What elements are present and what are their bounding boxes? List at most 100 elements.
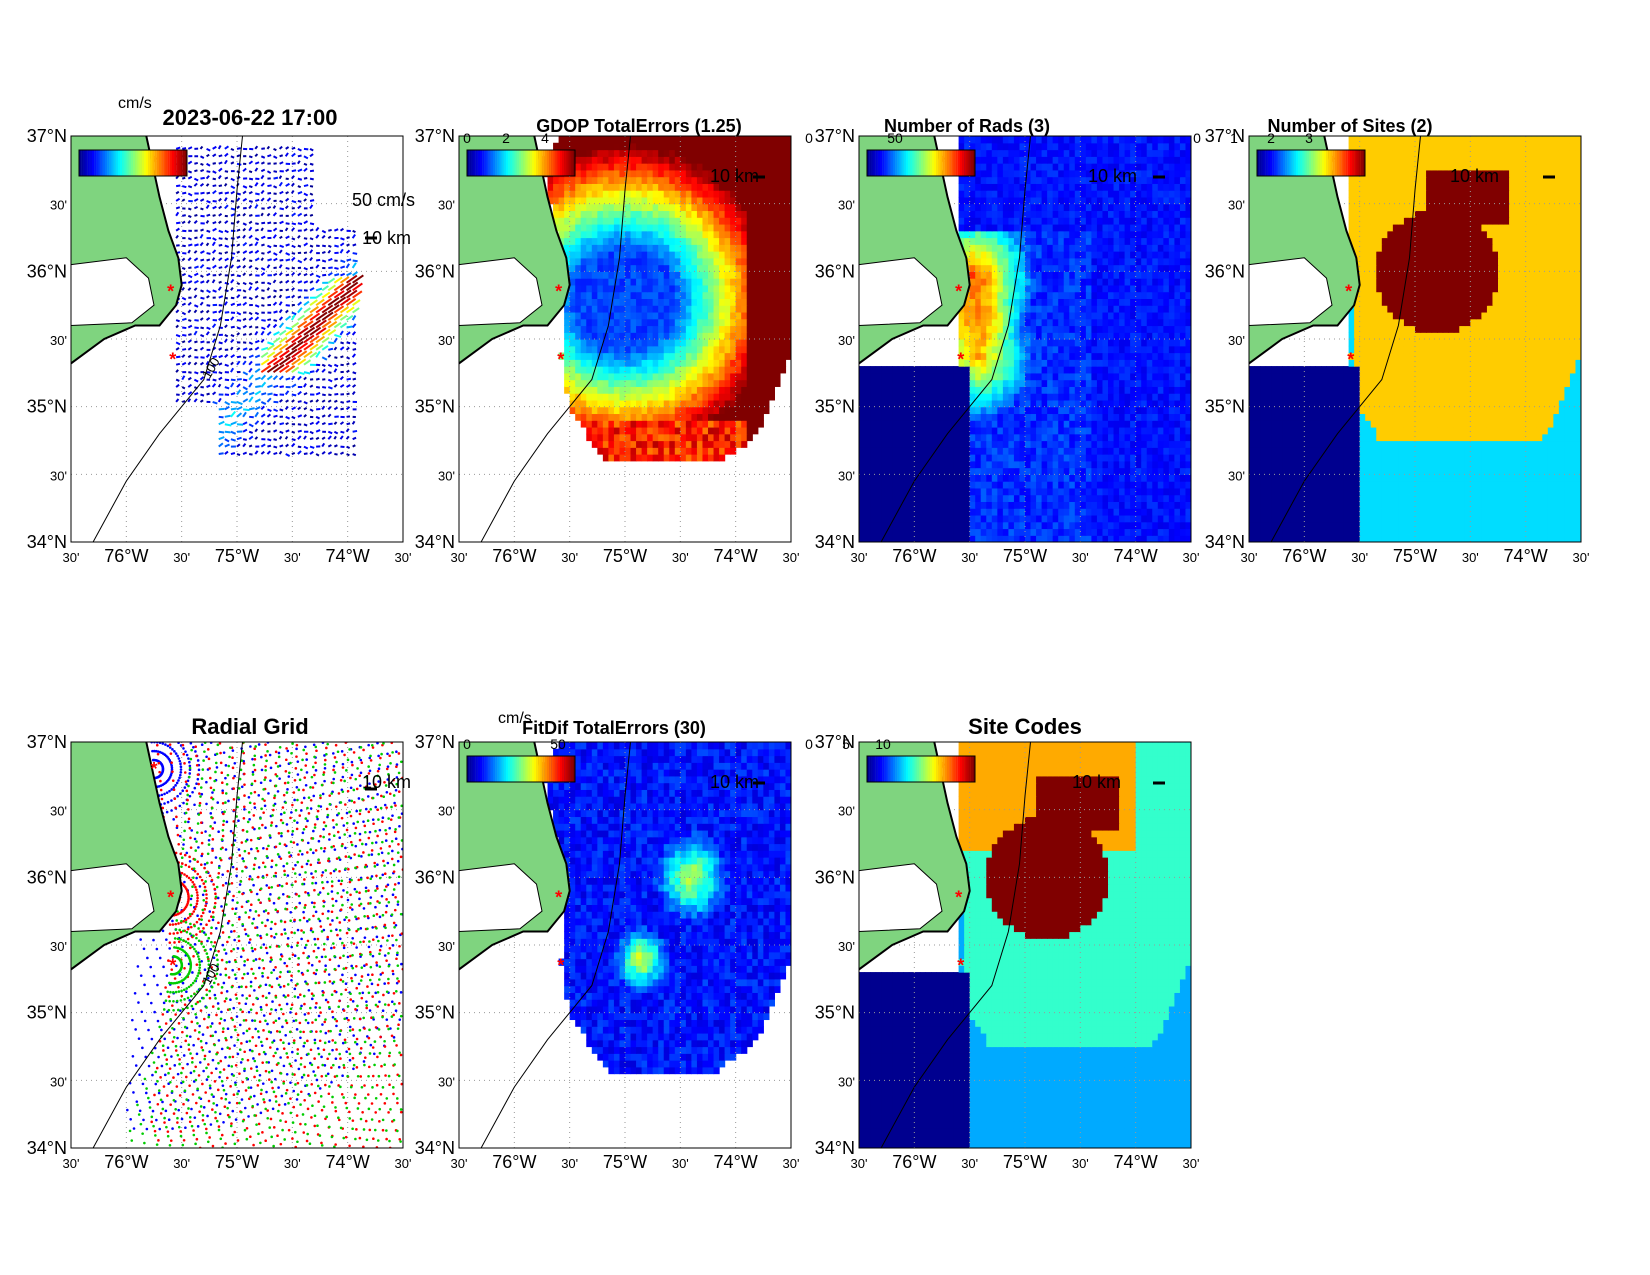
field-cell (886, 481, 893, 489)
field-cell (881, 372, 888, 381)
field-cell (580, 399, 587, 408)
field-cell (1080, 454, 1087, 462)
field-cell (752, 257, 759, 266)
field-cell (1013, 494, 1021, 502)
field-cell (897, 420, 904, 428)
field-cell (630, 379, 637, 387)
field-cell (696, 426, 704, 435)
current-vector (327, 290, 339, 299)
current-vector (279, 408, 284, 412)
current-vector (248, 407, 255, 411)
field-cell (1135, 454, 1142, 462)
field-cell (696, 440, 704, 448)
current-vector (309, 299, 318, 306)
field-cell (1058, 372, 1065, 381)
current-vector (181, 176, 186, 180)
field-cell (1063, 359, 1070, 367)
field-cell (1152, 366, 1159, 374)
field-cell (647, 426, 654, 435)
field-cell (1108, 426, 1115, 435)
field-cell (630, 345, 637, 354)
field-cell (608, 366, 615, 374)
current-vector (278, 375, 284, 381)
field-cell (741, 169, 748, 178)
field-cell (1124, 345, 1131, 354)
field-cell (980, 393, 987, 401)
field-cell (652, 169, 659, 178)
field-cell (713, 305, 720, 313)
field-cell (1019, 339, 1026, 347)
field-cell (580, 136, 587, 144)
field-cell (763, 311, 770, 320)
current-vector (285, 443, 289, 448)
field-cell (1185, 440, 1191, 448)
field-cell (713, 372, 720, 381)
current-vector (327, 406, 332, 411)
field-cell (674, 399, 681, 408)
field-cell (763, 305, 770, 313)
field-cell (608, 257, 615, 266)
colorbar-cell (559, 150, 563, 176)
field-cell (1036, 474, 1043, 482)
field-cell (785, 136, 791, 144)
field-cell (1146, 426, 1153, 435)
field-cell (1019, 345, 1026, 354)
field-cell (752, 142, 759, 151)
field-cell (1030, 535, 1037, 542)
field-cell (1058, 399, 1065, 408)
field-cell (724, 420, 731, 428)
field-cell (669, 426, 676, 435)
current-vector (236, 378, 242, 381)
field-cell (774, 339, 781, 347)
field-cell (986, 366, 993, 374)
current-vector (273, 252, 278, 256)
field-cell (586, 217, 593, 225)
field-cell (980, 399, 987, 408)
field-cell (613, 257, 621, 266)
field-cell (1063, 460, 1070, 469)
field-cell (613, 298, 621, 306)
field-cell (1146, 386, 1153, 394)
field-cell (1091, 514, 1098, 523)
current-vector (303, 267, 308, 271)
field-cell (752, 413, 759, 421)
current-vector (303, 435, 307, 440)
current-vector (199, 264, 205, 269)
field-cell (1179, 487, 1187, 496)
field-cell (663, 454, 670, 462)
field-cell (1146, 514, 1153, 523)
field-cell (1135, 372, 1142, 381)
field-cell (641, 311, 648, 320)
field-cell (1058, 501, 1065, 509)
current-vector (291, 349, 303, 359)
field-cell (1135, 535, 1142, 542)
field-cell (719, 284, 726, 293)
current-vector (254, 167, 259, 172)
field-cell (942, 406, 949, 415)
field-cell (580, 169, 587, 178)
current-vector (212, 400, 218, 405)
field-cell (569, 379, 576, 387)
field-cell (1102, 426, 1109, 435)
current-vector (205, 279, 210, 284)
field-cell (674, 203, 681, 212)
field-cell (685, 298, 692, 306)
field-cell (1041, 460, 1048, 469)
field-cell (936, 447, 943, 455)
field-cell (719, 156, 726, 164)
current-vector (333, 322, 342, 329)
field-cell (897, 426, 904, 435)
current-vector (217, 145, 222, 150)
field-cell (1102, 474, 1109, 482)
field-cell (953, 454, 960, 462)
field-cell (1124, 508, 1131, 516)
field-cell (647, 271, 654, 279)
current-vector (224, 170, 229, 173)
field-cell (608, 264, 615, 272)
field-cell (569, 305, 576, 313)
field-cell (608, 325, 615, 333)
field-cell (919, 420, 926, 428)
current-vector (260, 168, 266, 173)
current-vector (309, 437, 314, 441)
field-cell (919, 501, 926, 509)
